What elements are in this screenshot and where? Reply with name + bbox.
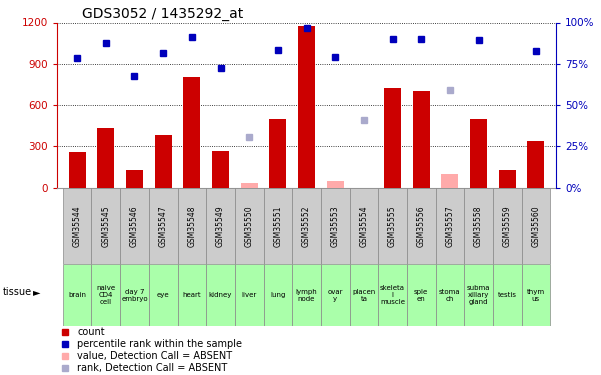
- Bar: [412, 91, 430, 188]
- Bar: [464, 264, 493, 326]
- Bar: [407, 264, 436, 326]
- Text: stoma
ch: stoma ch: [439, 289, 460, 302]
- Bar: [350, 264, 378, 326]
- Bar: [436, 188, 464, 264]
- Text: skeleta
l
muscle: skeleta l muscle: [380, 285, 405, 305]
- Bar: [321, 188, 350, 264]
- Bar: [206, 264, 235, 326]
- Bar: [522, 264, 550, 326]
- Bar: [263, 188, 292, 264]
- Bar: [154, 135, 172, 188]
- Bar: [240, 183, 258, 188]
- Text: value, Detection Call = ABSENT: value, Detection Call = ABSENT: [77, 351, 232, 361]
- Text: GSM35554: GSM35554: [359, 205, 368, 247]
- Text: GSM35551: GSM35551: [273, 205, 282, 247]
- Text: brain: brain: [68, 292, 86, 298]
- Text: liver: liver: [242, 292, 257, 298]
- Text: GSM35555: GSM35555: [388, 205, 397, 247]
- Text: GSM35556: GSM35556: [416, 205, 426, 247]
- Bar: [527, 141, 545, 188]
- Text: kidney: kidney: [209, 292, 232, 298]
- Bar: [499, 170, 516, 188]
- Bar: [120, 264, 149, 326]
- Text: ►: ►: [33, 287, 40, 297]
- Text: lung: lung: [270, 292, 285, 298]
- Text: day 7
embryo: day 7 embryo: [121, 289, 148, 302]
- Text: GSM35558: GSM35558: [474, 205, 483, 247]
- Text: placen
ta: placen ta: [352, 289, 376, 302]
- Bar: [436, 264, 464, 326]
- Text: GSM35550: GSM35550: [245, 205, 254, 247]
- Bar: [235, 264, 263, 326]
- Bar: [441, 174, 459, 188]
- Bar: [212, 151, 229, 188]
- Bar: [126, 170, 143, 188]
- Bar: [470, 119, 487, 188]
- Text: GSM35552: GSM35552: [302, 205, 311, 247]
- Bar: [292, 188, 321, 264]
- Bar: [326, 181, 344, 188]
- Text: percentile rank within the sample: percentile rank within the sample: [77, 339, 242, 349]
- Bar: [91, 188, 120, 264]
- Text: subma
xillary
gland: subma xillary gland: [467, 285, 490, 305]
- Bar: [149, 188, 177, 264]
- Bar: [183, 78, 201, 188]
- Text: GSM35545: GSM35545: [102, 205, 111, 247]
- Bar: [63, 264, 91, 326]
- Text: tissue: tissue: [3, 287, 32, 297]
- Text: naive
CD4
cell: naive CD4 cell: [96, 285, 115, 305]
- Text: rank, Detection Call = ABSENT: rank, Detection Call = ABSENT: [77, 363, 227, 374]
- Bar: [97, 128, 114, 188]
- Bar: [298, 26, 315, 188]
- Bar: [177, 264, 206, 326]
- Text: GSM35560: GSM35560: [531, 205, 540, 247]
- Text: heart: heart: [183, 292, 201, 298]
- Bar: [493, 188, 522, 264]
- Bar: [464, 188, 493, 264]
- Bar: [407, 188, 436, 264]
- Bar: [91, 264, 120, 326]
- Text: lymph
node: lymph node: [296, 289, 317, 302]
- Bar: [378, 264, 407, 326]
- Text: GSM35553: GSM35553: [331, 205, 340, 247]
- Bar: [384, 88, 401, 188]
- Text: GSM35557: GSM35557: [445, 205, 454, 247]
- Text: count: count: [77, 327, 105, 337]
- Text: GSM35559: GSM35559: [502, 205, 511, 247]
- Bar: [321, 264, 350, 326]
- Text: thym
us: thym us: [527, 289, 545, 302]
- Bar: [292, 264, 321, 326]
- Text: testis: testis: [498, 292, 517, 298]
- Bar: [69, 152, 86, 188]
- Text: GSM35548: GSM35548: [188, 205, 197, 247]
- Bar: [63, 188, 91, 264]
- Text: GSM35547: GSM35547: [159, 205, 168, 247]
- Text: eye: eye: [157, 292, 169, 298]
- Text: sple
en: sple en: [414, 289, 429, 302]
- Bar: [378, 188, 407, 264]
- Bar: [350, 188, 378, 264]
- Text: GSM35549: GSM35549: [216, 205, 225, 247]
- Text: ovar
y: ovar y: [328, 289, 343, 302]
- Bar: [269, 119, 287, 188]
- Bar: [149, 264, 177, 326]
- Text: GSM35544: GSM35544: [73, 205, 82, 247]
- Bar: [235, 188, 263, 264]
- Bar: [493, 264, 522, 326]
- Bar: [522, 188, 550, 264]
- Bar: [206, 188, 235, 264]
- Bar: [120, 188, 149, 264]
- Text: GDS3052 / 1435292_at: GDS3052 / 1435292_at: [82, 8, 243, 21]
- Bar: [263, 264, 292, 326]
- Bar: [177, 188, 206, 264]
- Text: GSM35546: GSM35546: [130, 205, 139, 247]
